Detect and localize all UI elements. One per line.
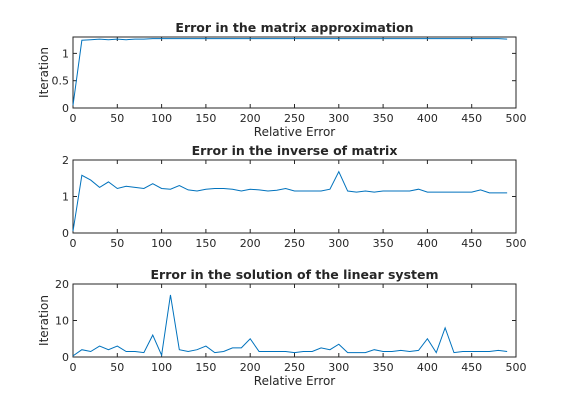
chart-title: Error in the matrix approximation [175,20,413,35]
series-line [72,170,508,232]
axes-frame [72,159,517,234]
x-tick-label: 450 [461,361,482,374]
chart-title: Error in the solution of the linear syst… [150,267,438,282]
y-tick-label: 10 [55,315,69,328]
x-tick-label: 100 [151,361,172,374]
x-tick-label: 0 [70,361,77,374]
x-tick-label: 300 [328,112,349,125]
x-tick-label: 250 [284,361,305,374]
x-tick-label: 350 [373,237,394,250]
x-tick-label: 250 [284,112,305,125]
x-tick-label: 50 [110,112,124,125]
subplot-matrix-approximation: Error in the matrix approximation Relati… [37,20,527,139]
x-axis-label: Relative Error [254,374,336,388]
x-tick-label: 450 [461,112,482,125]
x-tick-label: 0 [70,112,77,125]
x-tick-label: 300 [328,361,349,374]
x-tick-label: 500 [506,237,527,250]
x-tick-label: 200 [240,112,261,125]
y-tick-label: 0.5 [52,75,70,88]
x-tick-label: 350 [373,361,394,374]
x-tick-label: 150 [195,112,216,125]
x-tick-label: 200 [240,361,261,374]
x-ticks: 0 50 100 150 200 250 300 350 400 450 500 [70,284,527,374]
x-tick-label: 500 [506,361,527,374]
y-ticks: 00.51 [52,47,516,115]
x-tick-label: 0 [70,237,77,250]
x-tick-label: 50 [110,361,124,374]
y-tick-label: 1 [62,47,69,60]
x-tick-label: 200 [240,237,261,250]
axes-frame [72,283,517,358]
x-tick-label: 350 [373,112,394,125]
x-tick-label: 100 [151,237,172,250]
y-tick-label: 2 [62,154,69,167]
y-tick-label: 0 [62,351,69,364]
x-tick-label: 400 [417,237,438,250]
chart-title: Error in the inverse of matrix [192,143,398,158]
x-tick-label: 300 [328,237,349,250]
y-tick-label: 1 [62,191,69,204]
y-axis-label: Iteration [37,47,51,98]
x-ticks: 0 50 100 150 200 250 300 350 400 450 500 [70,160,527,250]
y-ticks: 0 1 2 [62,154,516,240]
x-tick-label: 150 [195,237,216,250]
x-tick-label: 250 [284,237,305,250]
x-tick-label: 400 [417,112,438,125]
x-tick-label: 50 [110,237,124,250]
series-line [72,294,508,357]
x-ticks: 0 50 100 150 200 250 300 350 400 450 500 [70,37,527,125]
y-tick-label: 20 [55,278,69,291]
y-tick-label: 0 [62,102,69,115]
x-tick-label: 100 [151,112,172,125]
x-tick-label: 400 [417,361,438,374]
axes-frame [72,36,517,109]
subplot-inverse-of-matrix: Error in the inverse of matrix 0 50 100 150… [62,143,527,250]
x-tick-label: 450 [461,237,482,250]
x-tick-label: 150 [195,361,216,374]
subplot-linear-system-solution: Error in the solution of the linear syst… [37,267,527,388]
x-axis-label: Relative Error [254,125,336,139]
series-line [72,38,508,106]
y-axis-label: Iteration [37,295,51,346]
y-ticks: 0 10 20 [55,278,516,364]
x-tick-label: 500 [506,112,527,125]
y-tick-label: 0 [62,227,69,240]
